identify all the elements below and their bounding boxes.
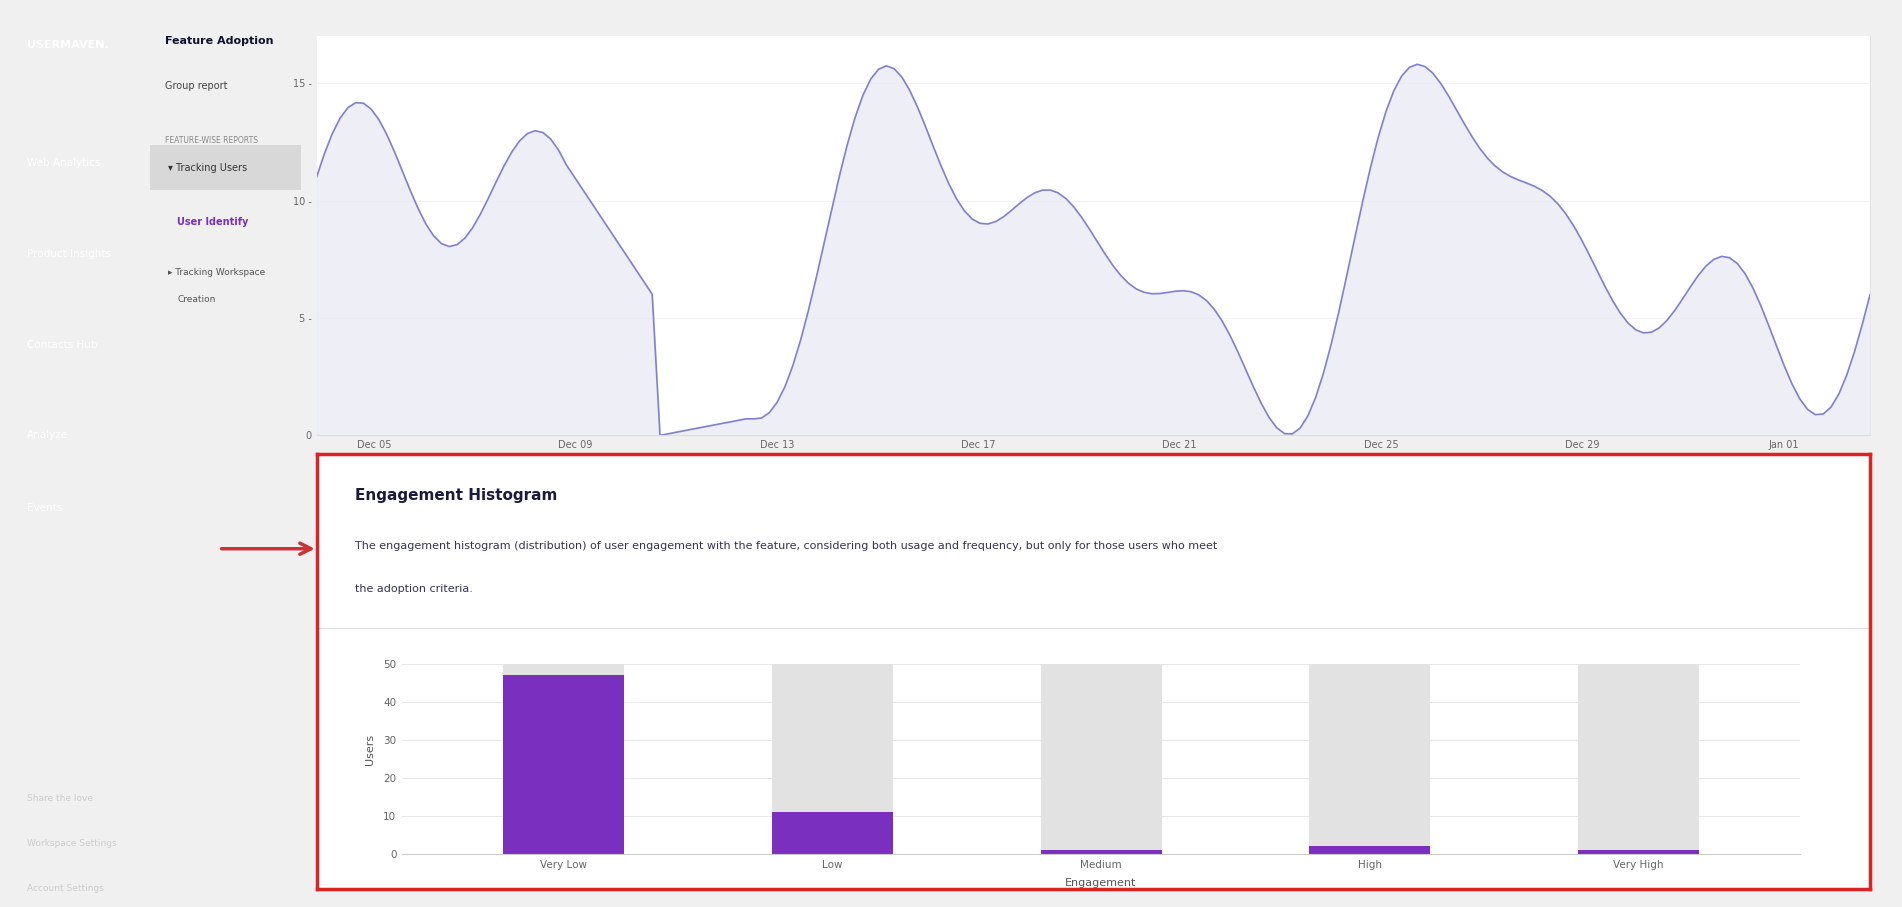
- Text: USERMAVEN.: USERMAVEN.: [27, 40, 108, 51]
- Text: Analyze: Analyze: [27, 430, 68, 441]
- Bar: [1579, 664, 1698, 854]
- Text: ▸ Tracking Workspace: ▸ Tracking Workspace: [167, 268, 266, 277]
- Text: Share the love: Share the love: [27, 794, 93, 803]
- Bar: [150, 145, 301, 190]
- Text: Workspace Settings: Workspace Settings: [27, 839, 116, 848]
- FancyBboxPatch shape: [316, 36, 1870, 435]
- Text: Creation: Creation: [177, 295, 215, 304]
- Text: the adoption criteria.: the adoption criteria.: [356, 584, 474, 594]
- Text: Engagement Histogram: Engagement Histogram: [356, 488, 557, 503]
- Bar: [1309, 664, 1430, 854]
- Text: The engagement histogram (distribution) of user engagement with the feature, con: The engagement histogram (distribution) …: [356, 541, 1217, 551]
- Bar: [502, 664, 624, 854]
- Text: ▾ Tracking Users: ▾ Tracking Users: [167, 162, 247, 173]
- Bar: [502, 676, 624, 854]
- Bar: [1579, 850, 1698, 854]
- Text: Feature Adoption: Feature Adoption: [165, 35, 274, 46]
- Bar: [1309, 846, 1430, 854]
- Text: Account Settings: Account Settings: [27, 884, 105, 893]
- Text: Contacts Hub: Contacts Hub: [27, 339, 97, 350]
- Text: Events: Events: [27, 502, 63, 513]
- Text: FEATURE-WISE REPORTS: FEATURE-WISE REPORTS: [165, 136, 259, 145]
- Text: Group report: Group report: [165, 81, 228, 92]
- Text: Product Insights: Product Insights: [27, 249, 110, 259]
- X-axis label: Engagement: Engagement: [1065, 878, 1137, 888]
- Y-axis label: Users: Users: [365, 734, 375, 766]
- Text: Web Analytics: Web Analytics: [27, 158, 101, 169]
- Text: User Identify: User Identify: [177, 217, 249, 228]
- Bar: [772, 813, 892, 854]
- Bar: [1040, 664, 1162, 854]
- Bar: [772, 664, 892, 854]
- Bar: [1040, 850, 1162, 854]
